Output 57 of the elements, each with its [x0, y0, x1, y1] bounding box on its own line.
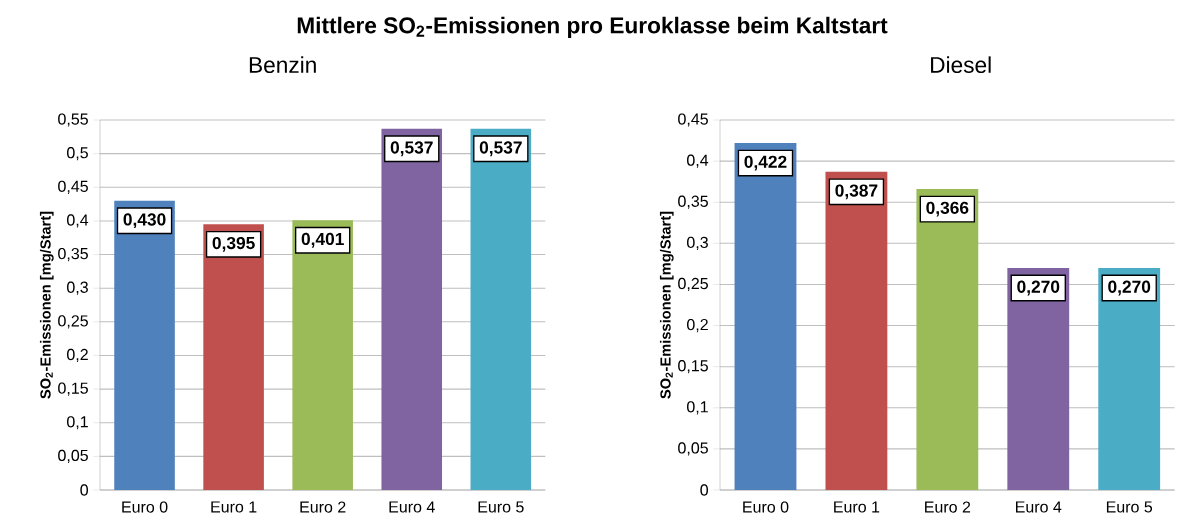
- bar: [114, 200, 175, 490]
- y-tick-label: 0,3: [67, 281, 88, 295]
- y-tick-label: 0,1: [687, 401, 708, 415]
- bar: [292, 220, 353, 490]
- bar: [1007, 268, 1070, 490]
- data-label: 0,537: [479, 141, 522, 157]
- y-tick-label: 0,4: [67, 214, 89, 228]
- chart-subtitle: Benzin: [249, 56, 316, 73]
- y-tick-label: 0,35: [678, 195, 708, 209]
- data-label: 0,537: [390, 141, 433, 157]
- y-tick-label: 0,2: [67, 348, 88, 363]
- y-tick-label: 0,5: [67, 147, 88, 161]
- data-label: 0,422: [744, 155, 787, 171]
- data-label: 0,270: [1108, 280, 1151, 296]
- x-tick-label: Euro 2: [300, 501, 346, 513]
- bar: [916, 189, 979, 490]
- x-tick-label: Euro 4: [389, 501, 435, 513]
- bar: [825, 171, 888, 490]
- x-tick-label: Euro 1: [834, 501, 880, 513]
- x-tick-label: Euro 4: [1016, 501, 1062, 513]
- bar: [1098, 268, 1161, 490]
- x-tick-label: Euro 5: [1106, 501, 1153, 513]
- data-label: 0,401: [301, 232, 344, 248]
- data-label: 0,395: [212, 236, 255, 252]
- y-tick-label: 0,45: [678, 113, 708, 127]
- y-tick-label: 0,15: [678, 360, 708, 374]
- y-tick-label: 0,45: [58, 180, 88, 194]
- y-tick-label: 0: [700, 484, 709, 496]
- y-tick-label: 0,55: [58, 113, 88, 127]
- y-tick-label: 0: [80, 484, 89, 496]
- y-tick-label: 0,1: [67, 416, 88, 430]
- bar: [734, 143, 797, 490]
- y-tick-label: 0,2: [687, 318, 708, 333]
- y-tick-label: 0,35: [58, 247, 88, 262]
- x-tick-label: Euro 0: [122, 501, 168, 513]
- bar: [381, 128, 443, 490]
- data-label: 0,270: [1017, 280, 1060, 296]
- y-axis-title: SO$_{2}$-Emissionen [mg/Start]: [39, 211, 54, 399]
- chart-title: Diesel: [931, 56, 991, 73]
- y-tick-label: 0,4: [687, 154, 709, 168]
- bar: [470, 128, 532, 490]
- y-tick-label: 0,05: [678, 442, 708, 456]
- y-tick-label: 0,25: [678, 277, 708, 292]
- x-tick-label: Euro 5: [478, 501, 524, 513]
- data-label: 0,366: [926, 201, 969, 217]
- y-tick-label: 0,25: [58, 315, 88, 329]
- bar: [203, 224, 264, 490]
- data-label: 0,430: [123, 213, 166, 229]
- y-tick-label: 0,05: [58, 449, 88, 463]
- y-tick-label: 0,3: [687, 236, 708, 250]
- y-tick-label: 0,15: [58, 382, 88, 396]
- data-label: 0,387: [835, 184, 878, 200]
- y-axis-title: SO$_{2}$-Emissionen [mg/Start]: [659, 211, 674, 399]
- text: Mittlere SO$_{2}$-Emissionen pro Euroklasse beim Kaltstart: [297, 16, 888, 38]
- x-tick-label: Euro 1: [211, 501, 257, 513]
- x-tick-label: Euro 2: [925, 501, 971, 513]
- x-tick-label: Euro 0: [743, 501, 789, 513]
